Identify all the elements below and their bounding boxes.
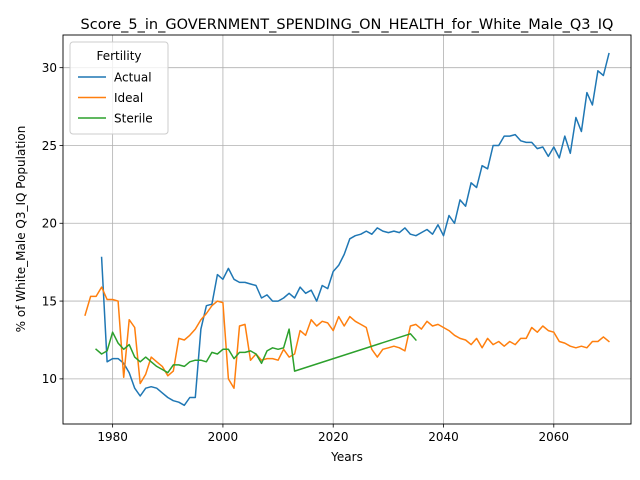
legend-label-ideal: Ideal <box>114 91 143 105</box>
y-tick-label: 10 <box>42 372 57 386</box>
y-tick-label: 30 <box>42 61 57 75</box>
y-axis-label: % of White_Male Q3_IQ Population <box>14 126 28 333</box>
legend-title: Fertility <box>96 49 141 63</box>
x-tick-label: 2040 <box>428 430 459 444</box>
y-tick-label: 25 <box>42 139 57 153</box>
y-tick-label: 15 <box>42 294 57 308</box>
y-tick-label: 20 <box>42 217 57 231</box>
chart-title: Score_5_in_GOVERNMENT_SPENDING_ON_HEALTH… <box>81 17 614 33</box>
series-line-actual <box>102 54 609 406</box>
legend-label-sterile: Sterile <box>114 111 153 125</box>
x-tick-label: 1980 <box>97 430 128 444</box>
legend: Fertility Actual Ideal Sterile <box>70 42 168 134</box>
x-tick-label: 2000 <box>208 430 239 444</box>
x-tick-label: 2020 <box>318 430 349 444</box>
series-line-ideal <box>85 287 609 388</box>
legend-label-actual: Actual <box>114 70 152 84</box>
x-axis-label: Years <box>330 450 363 464</box>
x-tick-label: 2060 <box>539 430 570 444</box>
